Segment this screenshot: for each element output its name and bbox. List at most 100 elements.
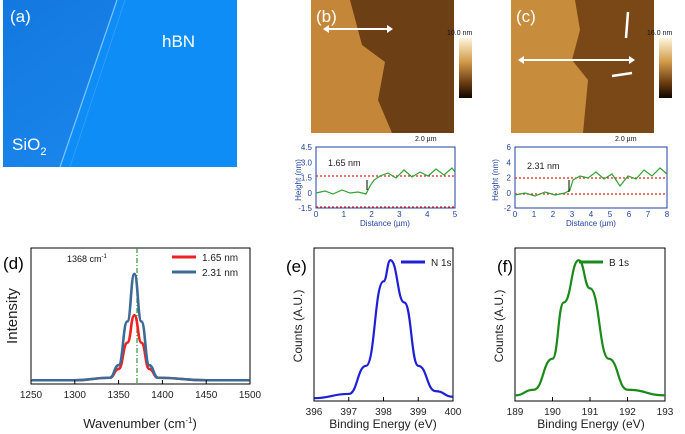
peak-label: 1368 cm-1 — [67, 254, 108, 264]
panel-c: (c) 16.0 nm 2.0 µm — [511, 0, 672, 143]
colorbar-c — [659, 38, 672, 98]
xtick-label: 1250 — [20, 390, 43, 401]
step-label-c: 2.31 nm — [527, 161, 560, 171]
legend-label: 2.31 nm — [202, 268, 238, 279]
xlabel-c: Distance (µm) — [566, 219, 616, 228]
ylabel-e: Counts (A.U.) — [291, 290, 305, 363]
arrow-left-b — [323, 25, 329, 33]
xticks-c: 0 1 2 3 4 5 6 7 8 — [513, 210, 670, 219]
series-e — [313, 259, 454, 400]
xticks-b: 0 1 2 3 4 5 — [314, 210, 458, 219]
series-line-n-1s — [313, 259, 454, 400]
xtick-label: 191 — [582, 407, 599, 418]
afm-terrace-c — [511, 0, 588, 133]
series-line-2.31-nm — [31, 272, 250, 382]
ytick-label: 4 — [507, 158, 512, 167]
panel-e-frame — [313, 247, 454, 402]
xtick-label: 1450 — [195, 390, 218, 401]
profile-b: 1.65 nm Height (nm) Distance (µm) 4.5 3.0… — [294, 143, 458, 228]
xtick-label: 4 — [589, 210, 594, 219]
xtick-label: 397 — [340, 407, 357, 418]
colorbar-b-max: 10.0 nm — [447, 30, 472, 37]
legend-d: 1.65 nm 2.31 nm — [172, 253, 238, 279]
xtick-label: 396 — [306, 407, 323, 418]
scale-bar-b: 2.0 µm — [415, 136, 437, 143]
xtick-label: 1500 — [239, 390, 262, 401]
xticks-f: 189 190 191 192 193 — [507, 397, 674, 418]
panel-a-letter: (a) — [10, 7, 31, 26]
xtick-label: 398 — [375, 407, 392, 418]
height-trace-c — [514, 167, 668, 197]
ytick-label: 3.0 — [301, 158, 313, 167]
flake-edge — [59, 0, 118, 168]
panel-f-frame — [514, 247, 666, 402]
xtick-label: 0 — [513, 210, 518, 219]
ytick-label: 2 — [507, 174, 512, 183]
series-line-1.65-nm — [31, 313, 250, 382]
xtick-label: 399 — [410, 407, 427, 418]
arrow-right-c — [629, 56, 635, 64]
xticks-e: 396 397 398 399 400 — [306, 397, 462, 418]
series-f — [514, 259, 666, 397]
bright-particle-2 — [611, 71, 633, 78]
scale-bar-c: 2.0 µm — [615, 136, 637, 143]
colorbar-b — [459, 38, 472, 98]
panel-f: (f) B 1s 189 190 191 192 193 Counts (A.U.) B… — [492, 247, 674, 431]
profile-b-frame — [315, 146, 456, 209]
ytick-label: 0 — [308, 189, 313, 198]
panel-b-letter: (b) — [316, 7, 337, 26]
xticks-d: 1250 1300 1350 1400 1450 1500 — [20, 380, 262, 401]
xtick-label: 8 — [665, 210, 670, 219]
flake-edge-2 — [69, 0, 126, 168]
xlabel-b: Distance (µm) — [360, 219, 410, 228]
xtick-label: 4 — [425, 210, 430, 219]
legend-e: N 1s — [401, 258, 452, 269]
afm-terrace-b — [311, 0, 392, 133]
xtick-label: 1 — [532, 210, 537, 219]
series-line-b-1s — [514, 259, 666, 397]
panel-f-letter: (f) — [497, 257, 513, 276]
panel-d-letter: (d) — [3, 254, 24, 273]
legend-f: B 1s — [579, 258, 629, 269]
panel-a: (a) hBN SiO2 — [3, 0, 237, 168]
arrow-left-c — [518, 56, 524, 64]
xtick-label: 1300 — [64, 390, 87, 401]
xtick-label: 189 — [507, 407, 524, 418]
xtick-label: 1400 — [151, 390, 174, 401]
hbn-label: hBN — [162, 32, 195, 51]
ylabel-d: Intensity — [4, 288, 21, 344]
arrow-right-b — [387, 25, 393, 33]
xtick-label: 1350 — [107, 390, 130, 401]
series-d — [31, 272, 250, 382]
panel-e-letter: (e) — [286, 257, 307, 276]
step-label-b: 1.65 nm — [328, 158, 361, 168]
sio2-label: SiO2 — [12, 135, 46, 158]
xtick-label: 7 — [646, 210, 651, 219]
height-trace-b — [315, 167, 456, 195]
xtick-label: 6 — [627, 210, 632, 219]
xlabel-d: Wavenumber (cm-1) — [83, 416, 197, 431]
xlabel-f: Binding Energy (eV) — [537, 417, 644, 431]
bright-particle — [624, 11, 630, 39]
ytick-label: -1.5 — [298, 204, 312, 213]
xlabel-e: Binding Energy (eV) — [329, 417, 436, 431]
yticks-b: 4.5 3.0 1.5 0 -1.5 — [298, 143, 312, 213]
profile-c: 2.31 nm Height (nm) Distance (µm) 6420-2… — [491, 143, 670, 228]
xtick-label: 3 — [570, 210, 575, 219]
xtick-label: 5 — [453, 210, 458, 219]
xtick-label: 2 — [551, 210, 556, 219]
xtick-label: 193 — [657, 407, 674, 418]
colorbar-c-max: 16.0 nm — [647, 30, 672, 37]
ytick-label: 1.5 — [301, 174, 313, 183]
yticks-c: 6 4 2 0 -2 — [504, 143, 512, 213]
xtick-label: 190 — [544, 407, 561, 418]
legend-label: B 1s — [609, 258, 629, 269]
ylabel-f: Counts (A.U.) — [492, 290, 506, 363]
panel-d-frame — [30, 247, 251, 385]
panel-b: (b) 10.0 nm 2.0 µm — [311, 0, 472, 143]
ylabel-b: Height (nm) — [294, 159, 303, 201]
xtick-label: 1 — [342, 210, 347, 219]
ytick-label: 6 — [507, 143, 512, 152]
hbn-flake — [60, 0, 237, 167]
